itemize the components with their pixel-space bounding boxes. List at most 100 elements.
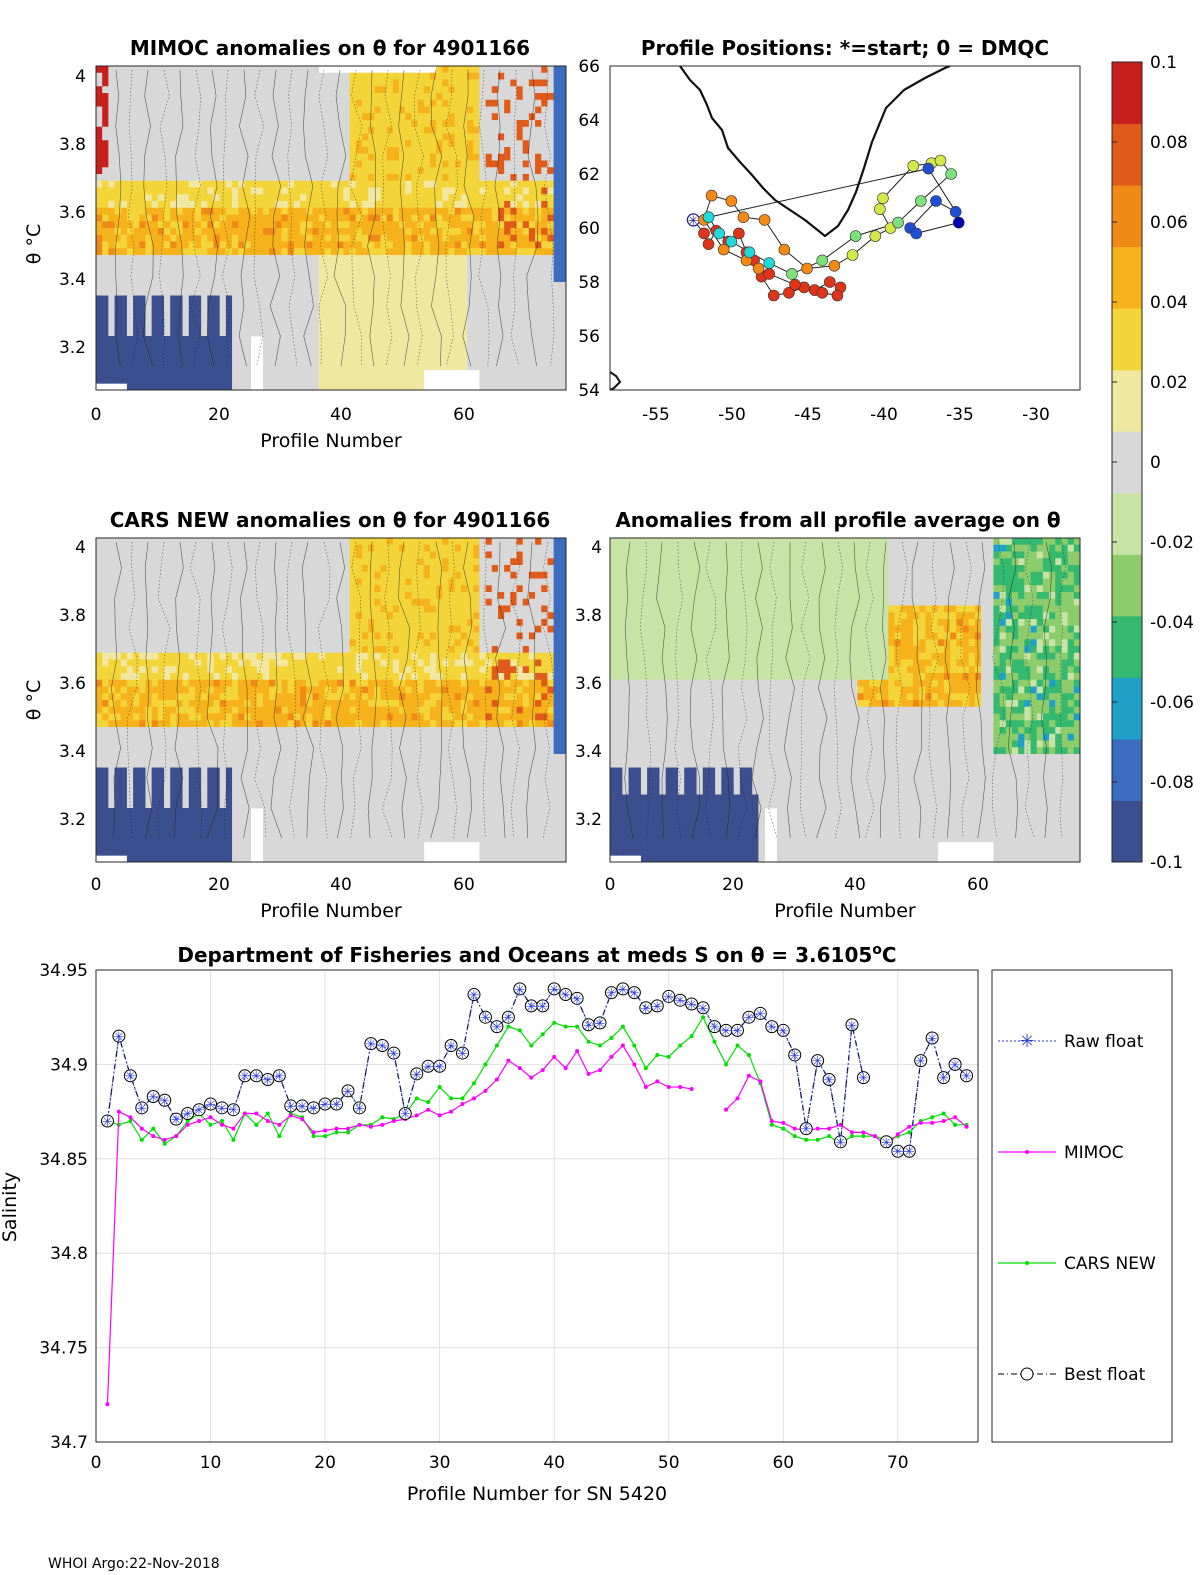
heatmap-cell — [510, 275, 517, 283]
heatmap-cell — [392, 72, 400, 80]
heatmap-cell — [504, 201, 511, 209]
heatmap-cell — [417, 214, 425, 222]
heatmap-cell — [337, 153, 344, 161]
heatmap-cell — [287, 140, 295, 148]
heatmap-cell — [176, 544, 183, 552]
heatmap-cell — [170, 585, 177, 593]
heatmap-cell — [300, 221, 307, 229]
heatmap-cell — [374, 194, 381, 202]
heatmap-cell — [405, 329, 412, 337]
heatmap-cell — [108, 585, 115, 593]
heatmap-cell — [207, 632, 214, 640]
heatmap-cell — [256, 86, 264, 94]
heatmap-cell — [436, 133, 443, 141]
heatmap-cell — [108, 713, 115, 721]
heatmap-cell — [238, 329, 245, 337]
heatmap-cell — [300, 153, 307, 161]
heatmap-cell — [460, 336, 468, 344]
heatmap-cell — [355, 174, 363, 182]
heatmap-cell — [207, 720, 214, 728]
heatmap-cell — [182, 255, 190, 263]
heatmap-cell — [559, 349, 566, 357]
heatmap-cell — [120, 79, 128, 87]
heatmap-cell — [293, 295, 301, 303]
heatmap-cell — [145, 295, 153, 303]
heatmap-cell — [436, 201, 443, 209]
heatmap-cell — [337, 356, 344, 364]
heatmap-cell — [250, 693, 258, 701]
heatmap-cell — [126, 646, 134, 654]
heatmap-cell — [269, 841, 276, 849]
heatmap-cell — [170, 619, 177, 627]
heatmap-cell — [102, 275, 109, 283]
heatmap-cell — [368, 72, 375, 80]
heatmap-cell — [157, 309, 165, 317]
heatmap-cell — [485, 268, 493, 276]
heatmap-cell — [374, 275, 381, 283]
heatmap-cell — [324, 160, 332, 168]
heatmap-cell — [108, 180, 115, 188]
heatmap-cell — [188, 612, 196, 620]
heatmap-cell — [293, 255, 301, 263]
heatmap-cell — [238, 255, 245, 263]
heatmap-cell — [510, 295, 517, 303]
heatmap-cell — [201, 794, 208, 802]
heatmap-cell — [207, 309, 214, 317]
heatmap-cell — [442, 174, 449, 182]
heatmap-cell — [349, 153, 357, 161]
heatmap-cell — [176, 720, 183, 728]
contour-line — [526, 69, 539, 367]
heatmap-cell — [219, 632, 227, 640]
heatmap-cell — [96, 160, 103, 168]
heatmap-cell — [145, 801, 153, 809]
heatmap-cell — [108, 221, 115, 229]
heatmap-cell — [170, 720, 177, 728]
heatmap-cell — [201, 241, 208, 249]
heatmap-cell — [411, 214, 418, 222]
heatmap-cell — [281, 315, 289, 323]
heatmap-cell — [157, 558, 165, 566]
heatmap-cell — [188, 639, 196, 647]
heatmap-cell — [194, 187, 202, 195]
heatmap-cell — [133, 255, 140, 263]
heatmap-cell — [170, 153, 177, 161]
heatmap-cell — [213, 821, 221, 829]
heatmap-cell — [102, 329, 109, 337]
heatmap-cell — [232, 72, 239, 80]
heatmap-cell — [182, 221, 190, 229]
heatmap-cell — [232, 86, 239, 94]
heatmap-cell — [219, 767, 227, 775]
heatmap-cell — [368, 295, 375, 303]
heatmap-cell — [232, 288, 239, 296]
heatmap-cell — [157, 201, 165, 209]
heatmap-cell — [225, 309, 233, 317]
heatmap-cell — [281, 79, 289, 87]
heatmap-cell — [553, 275, 561, 283]
heatmap-cell — [269, 275, 276, 283]
heatmap-cell — [460, 66, 468, 74]
heatmap-cell — [157, 79, 165, 87]
heatmap-cell — [188, 268, 196, 276]
heatmap-cell — [361, 342, 369, 350]
heatmap-cell — [337, 309, 344, 317]
heatmap-cell — [250, 794, 258, 802]
heatmap-cell — [281, 153, 289, 161]
heatmap-cell — [262, 558, 270, 566]
heatmap-cell — [213, 376, 221, 384]
heatmap-cell — [108, 86, 115, 94]
heatmap-cell — [244, 787, 252, 795]
heatmap-cell — [145, 632, 153, 640]
heatmap-cell — [300, 207, 307, 215]
heatmap-cell — [188, 187, 196, 195]
heatmap-cell — [139, 659, 146, 667]
heatmap-cell — [225, 808, 233, 816]
heatmap-cell — [213, 383, 221, 390]
heatmap-cell — [238, 551, 245, 559]
heatmap-cell — [516, 140, 524, 148]
heatmap-cell — [262, 167, 270, 175]
heatmap-cell — [281, 147, 289, 155]
heatmap-cell — [108, 72, 115, 80]
heatmap-cell — [182, 632, 190, 640]
heatmap-cell — [368, 147, 375, 155]
heatmap-cell — [454, 174, 462, 182]
